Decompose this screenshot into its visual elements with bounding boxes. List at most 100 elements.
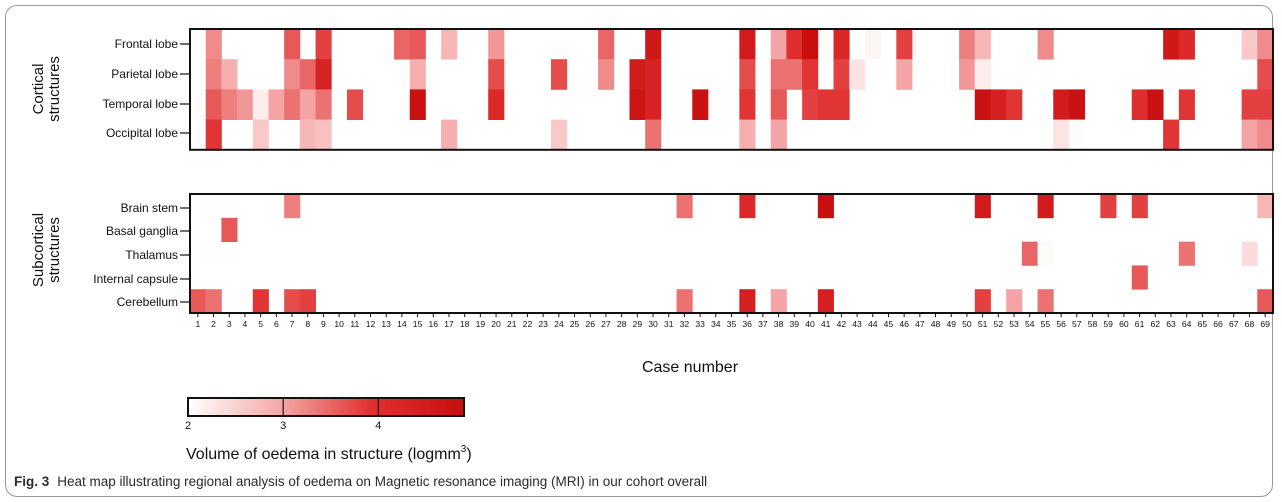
heatmap-cell [598, 29, 615, 60]
heatmap-cell [1163, 29, 1180, 60]
heatmap-cell [409, 59, 426, 90]
x-tick-label: 7 [290, 319, 295, 329]
heatmap-cell [1241, 29, 1258, 60]
heatmap-cell [299, 89, 316, 120]
x-tick-label: 21 [507, 319, 517, 329]
x-tick-label: 22 [523, 319, 533, 329]
heatmap-cell [205, 29, 222, 60]
heatmap-cell [190, 289, 207, 314]
x-tick-label: 26 [585, 319, 595, 329]
heatmap-cell [817, 289, 834, 314]
x-axis-title: Case number [642, 359, 739, 376]
heatmap-cell [817, 194, 834, 219]
heatmap-cell [770, 59, 787, 90]
x-tick-label: 64 [1182, 319, 1192, 329]
x-tick-label: 48 [931, 319, 941, 329]
heatmap-cell [770, 289, 787, 314]
x-tick-label: 20 [491, 319, 501, 329]
heatmap-cell [252, 289, 269, 314]
panel-border [189, 28, 1274, 151]
heatmap-cell [1131, 194, 1148, 219]
heatmap-cell [1257, 59, 1274, 90]
row-label: Frontal lobe [115, 37, 179, 51]
heatmap-cell [739, 59, 756, 90]
heatmap-cell [1037, 194, 1054, 219]
row-label: Brain stem [121, 201, 178, 215]
heatmap-cell [1053, 119, 1070, 151]
heatmap-cell [284, 194, 301, 219]
x-tick-label: 9 [321, 319, 326, 329]
heatmap-cell [252, 89, 269, 120]
heatmap-cell [205, 119, 222, 151]
heatmap-cell [315, 89, 332, 120]
heatmap-cell [770, 29, 787, 60]
x-tick-label: 5 [258, 319, 263, 329]
heatmap-cell [1147, 89, 1164, 120]
x-tick-label: 49 [946, 319, 956, 329]
x-tick-label: 65 [1198, 319, 1208, 329]
heatmap-cell [645, 119, 662, 151]
heatmap-cell [1257, 289, 1274, 314]
heatmap-cell [959, 59, 976, 90]
x-tick-label: 36 [742, 319, 752, 329]
heatmap-cell [598, 59, 615, 90]
heatmap-cell [739, 289, 756, 314]
x-tick-label: 61 [1135, 319, 1145, 329]
heatmap-cell [833, 59, 850, 90]
heatmap-cell [974, 89, 991, 120]
caption-label: Fig. 3 [14, 474, 50, 489]
x-tick-label: 4 [243, 319, 248, 329]
heatmap-cell [1178, 29, 1195, 60]
heatmap-cell [676, 194, 693, 219]
colorbar-tick-label: 4 [375, 420, 381, 432]
row-label: Thalamus [125, 248, 178, 262]
x-tick-label: 43 [852, 319, 862, 329]
heatmap-cell [770, 119, 787, 151]
heatmap-cell [441, 29, 458, 60]
x-tick-label: 66 [1213, 319, 1223, 329]
x-tick-label: 57 [1072, 319, 1082, 329]
x-tick-label: 69 [1260, 319, 1270, 329]
heatmap-cell [441, 119, 458, 151]
heatmap-cell [221, 59, 238, 90]
x-tick-label: 14 [397, 319, 407, 329]
heatmap-cell [1100, 194, 1117, 219]
colorbar-label-sup: 3 [461, 444, 467, 455]
heatmap-cell [786, 59, 803, 90]
heatmap-cell [974, 194, 991, 219]
heatmap-cell [205, 289, 222, 314]
heatmap-cell [488, 59, 505, 90]
x-tick-label: 34 [711, 319, 721, 329]
x-tick-label: 8 [305, 319, 310, 329]
x-tick-label: 58 [1088, 319, 1098, 329]
heatmap-cell [1037, 241, 1054, 266]
heatmap-cell [896, 59, 913, 90]
row-label: Cerebellum [117, 295, 178, 309]
colorbar-label-text: Volume of oedema in structure (logmm [186, 446, 461, 463]
heatmap-cell [1131, 265, 1148, 290]
row-label: Temporal lobe [103, 97, 179, 111]
heatmap-cell [284, 89, 301, 120]
x-tick-label: 28 [617, 319, 627, 329]
x-tick-label: 17 [444, 319, 454, 329]
x-tick-label: 33 [695, 319, 705, 329]
row-label: Internal capsule [93, 272, 178, 286]
x-tick-label: 68 [1245, 319, 1255, 329]
heatmap-panel-2: Brain stem Basal ganglia Thalamus Internal … [30, 193, 1274, 314]
heatmap-cell [676, 289, 693, 314]
heatmap-cell [739, 89, 756, 120]
heatmap-cell [1241, 89, 1258, 120]
x-tick-label: 13 [381, 319, 391, 329]
heatmap-cell [802, 29, 819, 60]
row-label: Occipital lobe [106, 126, 178, 140]
heatmap-cell [1021, 241, 1038, 266]
heatmap-cell [645, 59, 662, 90]
x-tick-label: 27 [601, 319, 611, 329]
group-label-line: structures [46, 56, 63, 122]
x-tick-label: 39 [789, 319, 799, 329]
x-tick-label: 45 [884, 319, 894, 329]
x-tick-label: 62 [1150, 319, 1160, 329]
heatmap-cell [315, 119, 332, 151]
x-tick-label: 3 [227, 319, 232, 329]
x-tick-label: 1 [195, 319, 200, 329]
